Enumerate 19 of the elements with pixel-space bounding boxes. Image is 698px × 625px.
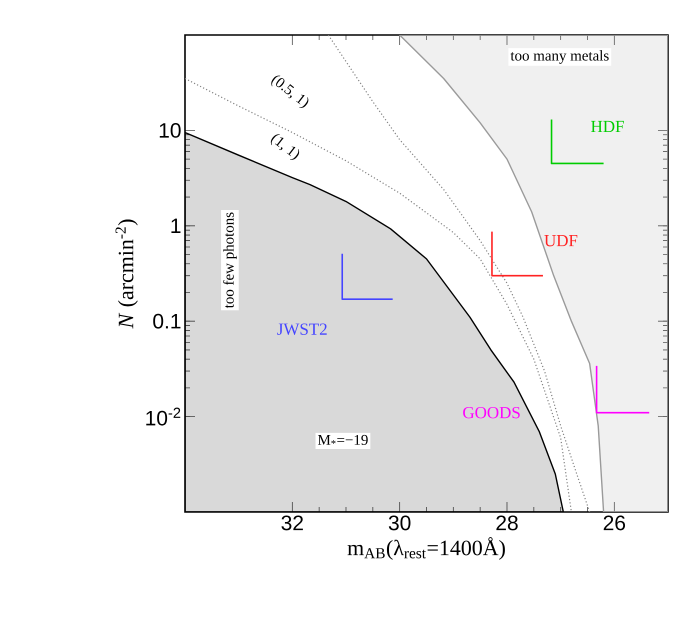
x-tick-label: 30 — [388, 516, 410, 530]
x-tick-label: 26 — [604, 516, 626, 530]
y-axis-title: N (arcmin$^{-2}$) — [116, 220, 138, 329]
y-tick-label: 1 — [171, 218, 180, 233]
x-axis-title: m$_{AB}$(λ$_{rest}$=1400Å) — [348, 537, 505, 560]
annotation: (0.5, 1) — [271, 76, 308, 108]
series-label: HDF — [591, 120, 624, 132]
annotation: too many metals — [510, 50, 609, 64]
series-label: UDF — [544, 235, 578, 246]
y-tick-label: 10$^{-2}$ — [146, 408, 180, 426]
x-tick-label: 28 — [496, 516, 518, 530]
y-tick-label: 10 — [160, 122, 181, 138]
annotation: (1, 1) — [270, 134, 300, 160]
annotation: M$_{*}$=−19 — [318, 434, 368, 445]
x-tick-label: 32 — [281, 516, 303, 530]
text: GOODS — [463, 406, 520, 418]
y-tick-label: 0.1 — [153, 314, 180, 329]
annotation: too few photons — [223, 212, 237, 308]
series-label: JWST2 — [277, 323, 327, 335]
